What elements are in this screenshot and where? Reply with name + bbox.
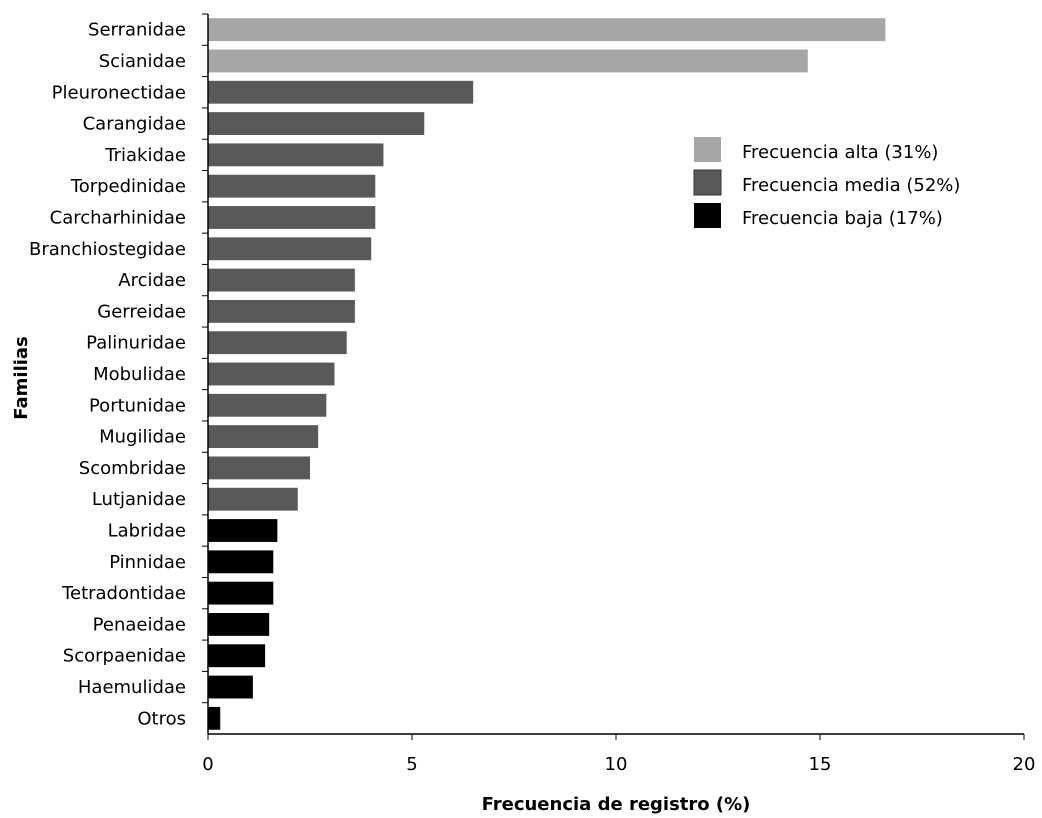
y-tick-label: Haemulidae [78, 677, 186, 698]
bar-triakidae [208, 143, 384, 167]
y-tick-label: Pinnidae [109, 552, 186, 573]
y-tick-label: Pleuronectidae [52, 82, 186, 103]
x-tick-label: 20 [1013, 754, 1036, 775]
bar-palinuridae [208, 331, 347, 355]
y-tick-label: Labridae [108, 521, 186, 542]
bar-scorpaenidae [208, 644, 266, 668]
legend-label-baja: Frecuencia baja (17%) [742, 208, 943, 229]
y-tick-label: Tetradontidae [61, 583, 186, 604]
bar-haemulidae [208, 675, 253, 699]
x-axis-title: Frecuencia de registro (%) [482, 794, 751, 815]
bar-arcidae [208, 268, 355, 292]
bar-labridae [208, 519, 278, 542]
y-tick-label: Portunidae [89, 395, 186, 416]
y-tick-label: Arcidae [118, 270, 186, 291]
bar-portunidae [208, 393, 327, 417]
bar-tetradontidae [208, 581, 274, 605]
y-axis-title: Familias [11, 336, 32, 420]
x-tick-label: 5 [406, 754, 417, 775]
x-tick-label: 15 [809, 754, 832, 775]
legend-swatch-media [693, 169, 722, 196]
y-tick-label: Lutjanidae [92, 489, 186, 510]
legend-swatch-baja [694, 203, 721, 228]
bar-pinnidae [208, 550, 274, 574]
y-tick-label: Scianidae [99, 51, 186, 72]
bar-lutjanidae [208, 487, 298, 511]
bar-scianidae [208, 49, 808, 73]
bar-mobulidae [208, 362, 335, 386]
y-tick-label: Mugilidae [99, 427, 186, 448]
y-tick-label: Mobulidae [93, 364, 186, 385]
y-tick-label: Scombridae [79, 458, 186, 479]
y-tick-label: Gerreidae [97, 301, 186, 322]
y-tick-label: Carangidae [83, 114, 186, 135]
y-tick-label: Torpedinidae [70, 176, 186, 197]
y-tick-label: Branchiostegidae [29, 239, 186, 260]
bar-mugilidae [208, 425, 319, 449]
legend: Frecuencia alta (31%) Frecuencia media (5… [693, 137, 960, 229]
bar-gerreidae [208, 299, 355, 323]
y-tick-label: Penaeidae [93, 614, 186, 635]
legend-label-alta: Frecuencia alta (31%) [742, 142, 938, 163]
x-tick-label: 10 [605, 754, 628, 775]
legend-swatch-alta [694, 137, 721, 162]
y-tick-label: Serranidae [88, 20, 186, 41]
bar-scombridae [208, 456, 310, 480]
legend-label-media: Frecuencia media (52%) [742, 175, 960, 196]
bar-otros [208, 706, 221, 730]
y-tick-label: Otros [137, 708, 186, 729]
bar-branchiostegidae [208, 237, 372, 261]
bar-serranidae [208, 18, 886, 42]
bar-penaeidae [208, 613, 270, 636]
bar-carangidae [208, 112, 425, 135]
y-tick-label: Carcharhinidae [50, 207, 186, 228]
y-tick-label: Scorpaenidae [63, 646, 186, 667]
y-tick-label: Palinuridae [86, 333, 186, 354]
y-tick-label: Triakidae [104, 145, 186, 166]
x-tick-label: 0 [202, 754, 213, 775]
bar-torpedinidae [208, 174, 376, 198]
bar-pleuronectidae [208, 80, 474, 104]
bar-carcharhinidae [208, 206, 376, 229]
